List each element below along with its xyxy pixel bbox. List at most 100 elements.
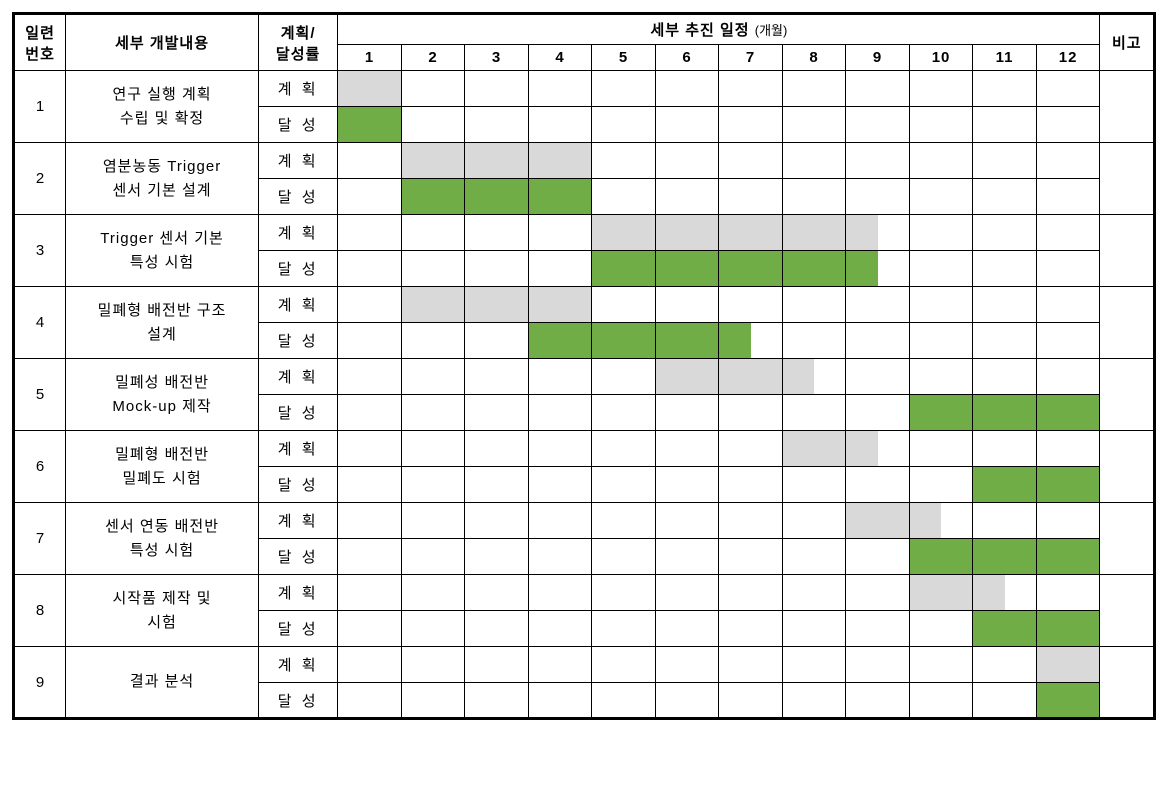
achieve-cell [401, 467, 433, 503]
achieve-cell [909, 539, 941, 575]
achieve-cell [973, 179, 1005, 215]
achieve-cell [338, 683, 370, 719]
plan-cell [782, 71, 814, 107]
plan-cell [687, 71, 719, 107]
achieve-cell [878, 683, 910, 719]
achieve-cell [624, 179, 656, 215]
label-achieve: 달 성 [258, 395, 337, 431]
plan-cell [719, 143, 751, 179]
plan-cell [560, 287, 592, 323]
task-title: 밀폐형 배전반 구조설계 [66, 287, 259, 359]
plan-cell [719, 71, 751, 107]
plan-cell [973, 575, 1005, 611]
plan-cell [497, 359, 529, 395]
plan-cell [624, 359, 656, 395]
achieve-cell [909, 611, 941, 647]
plan-cell [465, 71, 497, 107]
plan-cell [973, 143, 1005, 179]
achieve-cell [592, 539, 624, 575]
plan-cell [1068, 503, 1100, 539]
plan-cell [1036, 575, 1068, 611]
plan-cell [560, 71, 592, 107]
plan-cell [878, 215, 910, 251]
plan-cell [941, 431, 973, 467]
hdr-plan-rate: 계획/달성률 [258, 14, 337, 71]
achieve-cell [973, 107, 1005, 143]
plan-cell [941, 287, 973, 323]
plan-cell [433, 503, 465, 539]
plan-cell [433, 143, 465, 179]
achieve-cell [909, 683, 941, 719]
plan-cell [592, 431, 624, 467]
plan-cell [814, 143, 846, 179]
plan-cell [624, 647, 656, 683]
plan-cell [878, 503, 910, 539]
plan-cell [338, 143, 370, 179]
achieve-cell [941, 467, 973, 503]
task-title: 센서 연동 배전반특성 시험 [66, 503, 259, 575]
achieve-cell [465, 539, 497, 575]
label-plan: 계 획 [258, 143, 337, 179]
achieve-cell [592, 611, 624, 647]
achieve-cell [401, 251, 433, 287]
achieve-cell [846, 395, 878, 431]
hdr-schedule: 세부 추진 일정 (개월) [338, 14, 1100, 45]
achieve-cell [528, 323, 560, 359]
achieve-cell [497, 395, 529, 431]
achieve-cell [878, 251, 910, 287]
label-plan: 계 획 [258, 431, 337, 467]
plan-cell [528, 359, 560, 395]
hdr-month-2: 2 [401, 45, 465, 71]
plan-cell [1005, 503, 1037, 539]
plan-cell [941, 503, 973, 539]
achieve-cell [592, 107, 624, 143]
plan-cell [878, 71, 910, 107]
achieve-cell [370, 251, 402, 287]
achieve-cell [624, 683, 656, 719]
task-title: 밀폐성 배전반Mock-up 제작 [66, 359, 259, 431]
achieve-cell [528, 395, 560, 431]
achieve-cell [751, 179, 783, 215]
achieve-cell [465, 323, 497, 359]
plan-cell [592, 287, 624, 323]
achieve-cell [338, 323, 370, 359]
achieve-cell [941, 323, 973, 359]
achieve-cell [973, 251, 1005, 287]
plan-cell [687, 575, 719, 611]
plan-cell [338, 431, 370, 467]
achieve-cell [1005, 251, 1037, 287]
plan-cell [846, 647, 878, 683]
achieve-cell [814, 683, 846, 719]
hdr-schedule-title: 세부 추진 일정 [650, 22, 749, 39]
achieve-cell [719, 539, 751, 575]
achieve-cell [878, 467, 910, 503]
plan-cell [655, 647, 687, 683]
plan-cell [465, 503, 497, 539]
achieve-cell [751, 395, 783, 431]
plan-cell [592, 647, 624, 683]
achieve-cell [719, 179, 751, 215]
task-title: 연구 실행 계획수립 및 확정 [66, 71, 259, 143]
plan-cell [751, 71, 783, 107]
achieve-cell [687, 179, 719, 215]
achieve-cell [846, 179, 878, 215]
achieve-cell [560, 179, 592, 215]
label-achieve: 달 성 [258, 467, 337, 503]
plan-cell [1068, 143, 1100, 179]
plan-cell [719, 359, 751, 395]
achieve-cell [1036, 611, 1068, 647]
achieve-cell [497, 539, 529, 575]
achieve-cell [687, 395, 719, 431]
plan-cell [751, 215, 783, 251]
achieve-cell [719, 323, 751, 359]
plan-cell [433, 215, 465, 251]
plan-cell [592, 575, 624, 611]
achieve-cell [1005, 107, 1037, 143]
plan-cell [465, 287, 497, 323]
achieve-cell [465, 611, 497, 647]
plan-cell [973, 215, 1005, 251]
achieve-cell [370, 539, 402, 575]
achieve-cell [751, 251, 783, 287]
plan-cell [846, 575, 878, 611]
plan-cell [846, 503, 878, 539]
